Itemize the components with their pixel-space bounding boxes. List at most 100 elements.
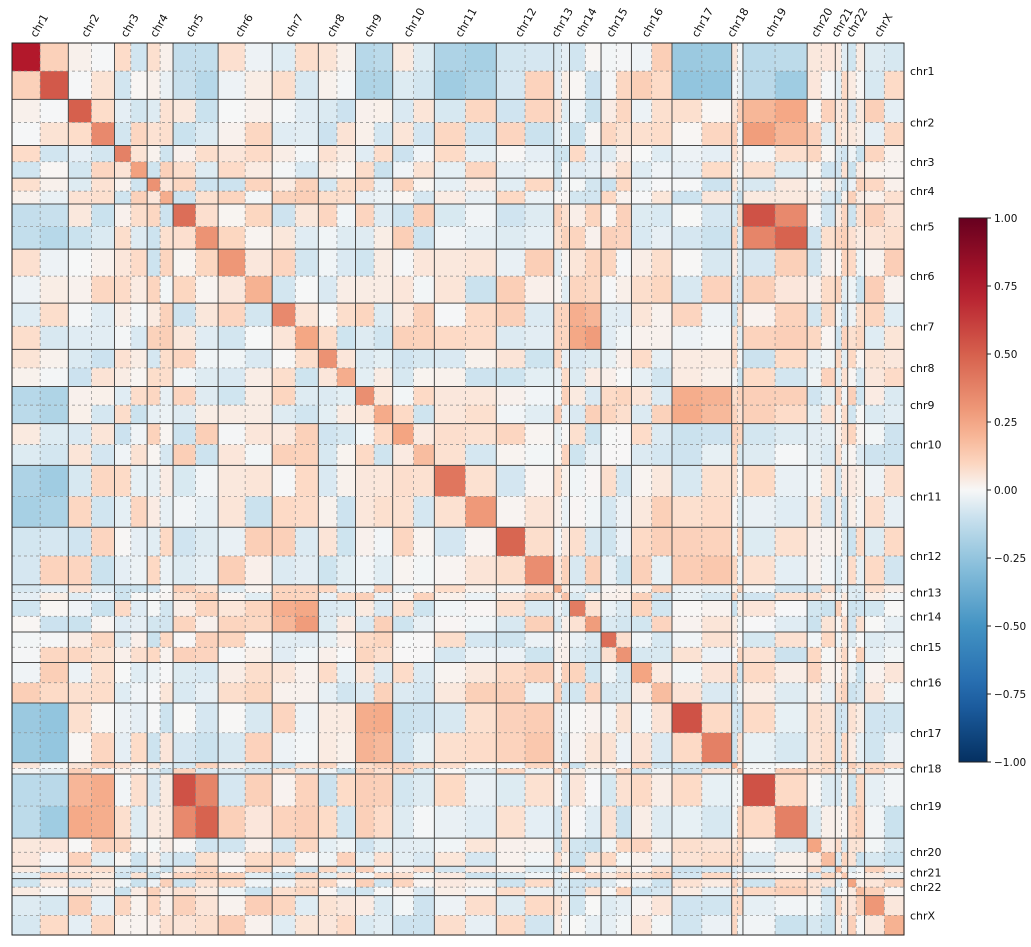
heatmap-cell bbox=[130, 702, 148, 734]
heatmap-cell bbox=[616, 584, 633, 594]
heatmap-cell bbox=[496, 632, 526, 648]
heatmap-cell bbox=[847, 872, 857, 880]
heatmap-cell bbox=[742, 444, 776, 466]
heatmap-cell bbox=[701, 682, 733, 704]
heatmap-cell bbox=[160, 367, 174, 388]
heatmap-cell bbox=[731, 349, 738, 369]
heatmap-cell bbox=[374, 773, 394, 807]
heatmap-cell bbox=[701, 349, 733, 369]
heatmap-cell bbox=[856, 178, 866, 192]
heatmap-cell bbox=[434, 367, 466, 388]
heatmap-cell bbox=[835, 647, 843, 664]
heatmap-cell bbox=[651, 71, 673, 100]
heatmap-cell bbox=[847, 99, 857, 123]
x-tick-label: chr14 bbox=[573, 6, 600, 40]
heatmap-cell bbox=[160, 895, 174, 916]
heatmap-cell bbox=[569, 702, 586, 734]
heatmap-cell bbox=[114, 367, 132, 388]
heatmap-cell bbox=[68, 303, 92, 327]
heatmap-cell bbox=[847, 895, 857, 916]
heatmap-cell bbox=[884, 527, 905, 557]
heatmap-cell bbox=[40, 616, 69, 633]
heatmap-cell bbox=[295, 122, 319, 147]
heatmap-cell bbox=[91, 852, 116, 867]
heatmap-cell bbox=[701, 71, 733, 100]
heatmap-cell bbox=[775, 584, 808, 594]
heatmap-cell bbox=[413, 852, 435, 867]
heatmap-cell bbox=[841, 762, 849, 769]
heatmap-cell bbox=[413, 556, 435, 586]
heatmap-cell bbox=[12, 556, 41, 586]
heatmap-cell bbox=[742, 145, 776, 163]
heatmap-cell bbox=[742, 405, 776, 425]
heatmap-cell bbox=[336, 145, 357, 163]
heatmap-cell bbox=[392, 866, 415, 874]
heatmap-cell bbox=[731, 632, 738, 648]
heatmap-cell bbox=[585, 465, 602, 497]
heatmap-cell bbox=[742, 600, 776, 617]
heatmap-cell bbox=[847, 326, 857, 350]
heatmap-cell bbox=[318, 249, 338, 277]
heatmap-cell bbox=[835, 556, 843, 586]
heatmap-cell bbox=[631, 444, 653, 466]
heatmap-cell bbox=[671, 773, 703, 807]
heatmap-cell bbox=[147, 773, 161, 807]
heatmap-cell bbox=[496, 762, 526, 769]
heatmap-cell bbox=[218, 887, 246, 897]
heatmap-cell bbox=[856, 866, 866, 874]
heatmap-cell bbox=[91, 584, 116, 594]
heatmap-cell bbox=[413, 647, 435, 664]
heatmap-cell bbox=[561, 191, 571, 205]
heatmap-cell bbox=[336, 43, 357, 72]
heatmap-cell bbox=[195, 122, 219, 147]
heatmap-cell bbox=[318, 191, 338, 205]
y-tick-label: chr19 bbox=[910, 800, 942, 813]
heatmap-cell bbox=[295, 367, 319, 388]
heatmap-cell bbox=[841, 647, 849, 664]
heatmap-cell bbox=[147, 732, 161, 764]
heatmap-cell bbox=[272, 496, 296, 528]
heatmap-cell bbox=[245, 872, 273, 880]
heatmap-cell bbox=[272, 249, 296, 277]
heatmap-cell bbox=[295, 872, 319, 880]
heatmap-cell bbox=[671, 702, 703, 734]
heatmap-cell bbox=[737, 465, 744, 497]
heatmap-cell bbox=[731, 732, 738, 764]
heatmap-cell bbox=[413, 405, 435, 425]
heatmap-cell bbox=[731, 444, 738, 466]
heatmap-cell bbox=[68, 496, 92, 528]
heatmap-cell bbox=[173, 878, 197, 888]
heatmap-cell bbox=[601, 367, 617, 388]
heatmap-cell bbox=[671, 204, 703, 228]
heatmap-cell bbox=[671, 768, 703, 775]
heatmap-cell bbox=[553, 122, 563, 147]
heatmap-cell bbox=[465, 866, 497, 874]
heatmap-cell bbox=[835, 702, 843, 734]
heatmap-cell bbox=[374, 682, 394, 704]
heatmap-cell bbox=[841, 773, 849, 807]
heatmap-cell bbox=[465, 556, 497, 586]
heatmap-cell bbox=[160, 326, 174, 350]
heatmap-cell bbox=[434, 866, 466, 874]
heatmap-cell bbox=[742, 496, 776, 528]
y-tick-label: chr5 bbox=[910, 221, 935, 234]
heatmap-cell bbox=[318, 632, 338, 648]
heatmap-cell bbox=[392, 367, 415, 388]
heatmap-cell bbox=[195, 895, 219, 916]
heatmap-cell bbox=[374, 600, 394, 617]
heatmap-cell bbox=[12, 647, 41, 664]
heatmap-cell bbox=[525, 915, 555, 936]
y-tick-label: chr21 bbox=[910, 867, 942, 880]
heatmap-cell bbox=[561, 326, 571, 350]
heatmap-cell bbox=[218, 838, 246, 853]
heatmap-cell bbox=[295, 465, 319, 497]
heatmap-cell bbox=[835, 762, 843, 769]
heatmap-cell bbox=[355, 584, 375, 594]
heatmap-cell bbox=[631, 405, 653, 425]
heatmap-cell bbox=[147, 349, 161, 369]
heatmap-cell bbox=[147, 249, 161, 277]
heatmap-cell bbox=[616, 444, 633, 466]
heatmap-cell bbox=[218, 99, 246, 123]
heatmap-cell bbox=[434, 386, 466, 406]
heatmap-cell bbox=[130, 303, 148, 327]
